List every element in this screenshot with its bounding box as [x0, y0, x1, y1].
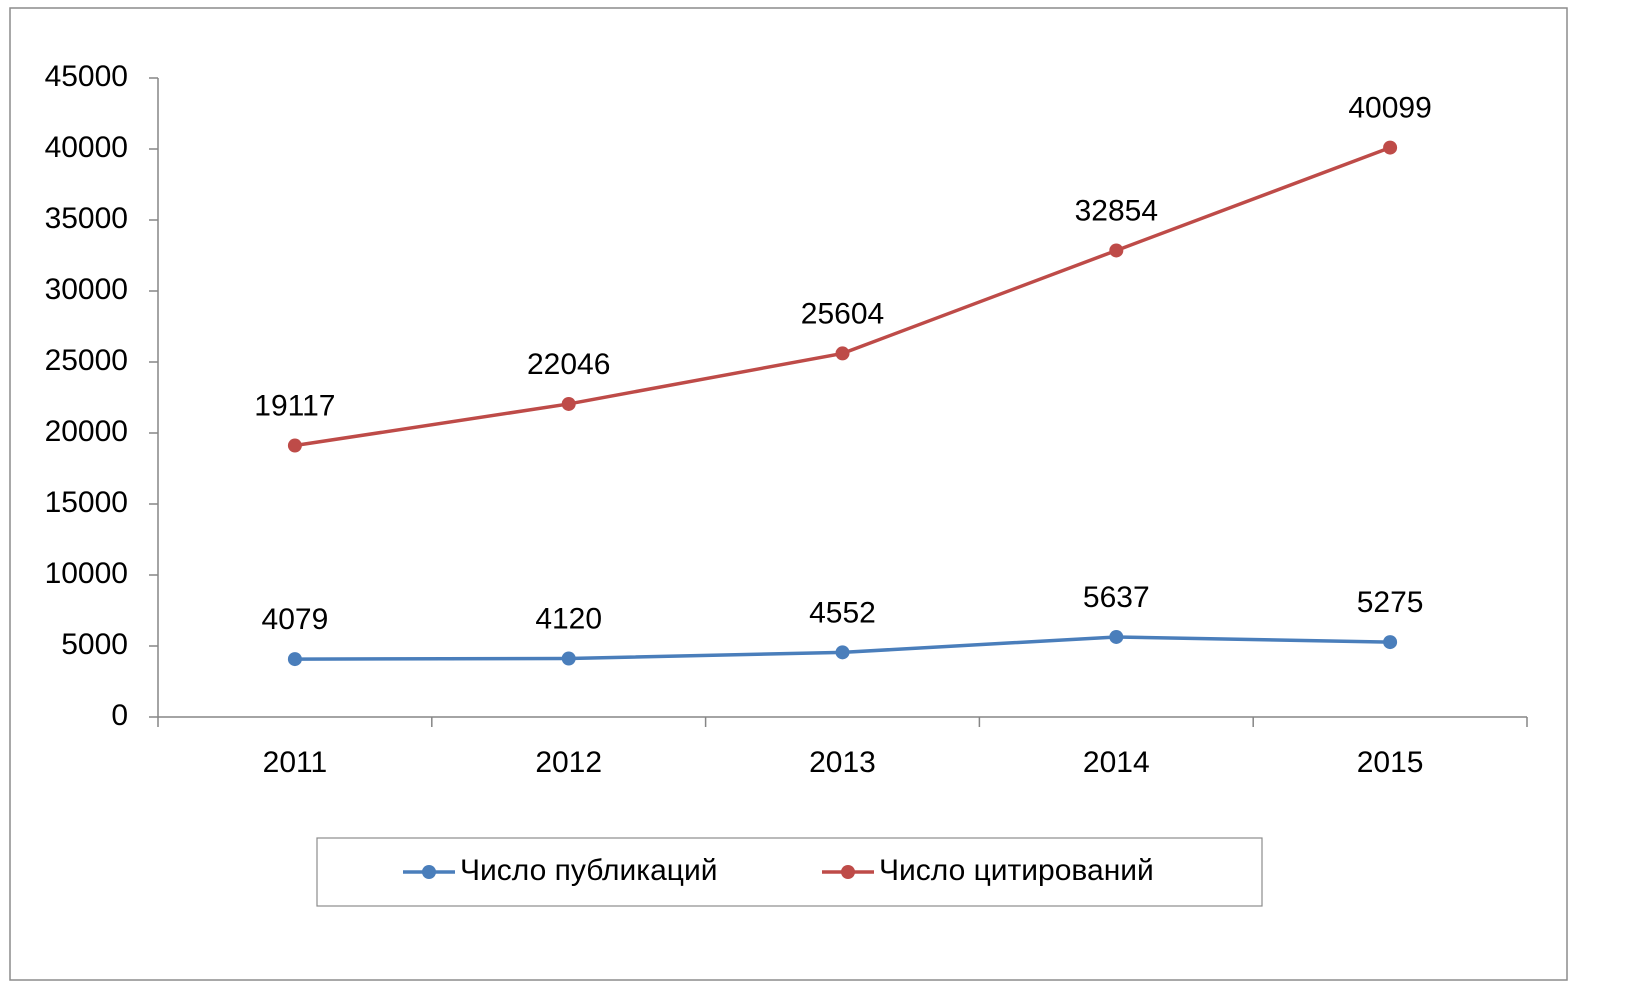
legend-box	[316, 837, 1263, 907]
y-tick-label: 20000	[45, 415, 128, 448]
data-label: 22046	[527, 348, 610, 381]
data-point	[561, 396, 576, 411]
y-tick-label: 45000	[45, 60, 128, 93]
legend-label: Число публикаций	[460, 854, 717, 887]
data-point	[287, 438, 302, 453]
x-tick-label: 2014	[1083, 746, 1150, 779]
y-tick-label: 15000	[45, 486, 128, 519]
data-point	[561, 651, 576, 666]
data-point	[1109, 629, 1124, 644]
data-point	[287, 652, 302, 667]
x-tick-label: 2013	[809, 746, 876, 779]
data-point	[1383, 140, 1398, 155]
data-label: 4079	[262, 603, 329, 636]
y-tick-label: 0	[111, 699, 128, 732]
data-point	[1383, 635, 1398, 650]
y-tick-label: 30000	[45, 273, 128, 306]
data-point	[1109, 243, 1124, 258]
data-point	[835, 346, 850, 361]
data-label: 32854	[1075, 194, 1158, 227]
data-label: 5637	[1083, 581, 1150, 614]
data-point	[835, 645, 850, 660]
y-tick-label: 10000	[45, 557, 128, 590]
data-label: 25604	[801, 297, 884, 330]
y-tick-label: 35000	[45, 202, 128, 235]
legend-marker	[422, 865, 436, 879]
x-tick-label: 2011	[263, 746, 328, 779]
y-tick-label: 40000	[45, 131, 128, 164]
x-tick-label: 2012	[535, 746, 602, 779]
y-tick-label: 25000	[45, 344, 128, 377]
chart-border	[9, 7, 1568, 981]
y-tick-label: 5000	[61, 628, 128, 661]
data-label: 5275	[1357, 586, 1424, 619]
x-tick-label: 2015	[1357, 746, 1424, 779]
legend-marker	[841, 865, 855, 879]
legend-label: Число цитирований	[879, 854, 1154, 887]
data-label: 19117	[254, 389, 335, 422]
data-label: 4552	[809, 596, 876, 629]
data-label: 40099	[1348, 92, 1431, 125]
data-label: 4120	[535, 602, 602, 635]
